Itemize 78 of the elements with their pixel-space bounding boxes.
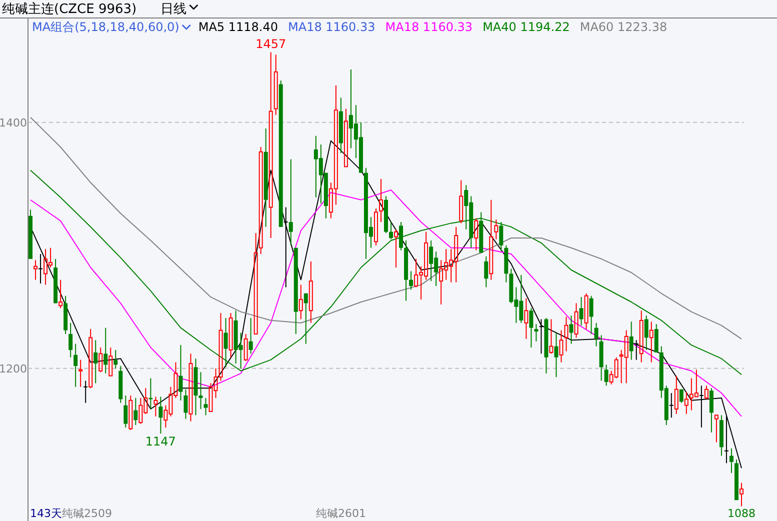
candlestick <box>389 222 394 240</box>
candlestick <box>158 396 163 434</box>
line-series <box>30 140 742 469</box>
y-tick-label: 1400 <box>0 116 27 130</box>
candlestick <box>94 340 98 384</box>
candlestick <box>604 364 608 386</box>
candlestick <box>178 344 183 401</box>
candlestick <box>698 385 704 428</box>
candlestick <box>399 222 404 251</box>
chart-subtitle: 日线 <box>160 2 187 17</box>
annotation: 1147 <box>145 434 176 449</box>
candlestick <box>154 396 158 417</box>
candlestick <box>78 359 83 388</box>
candlestick <box>304 292 308 344</box>
candlestick <box>709 388 714 433</box>
annotation: 143天 <box>30 507 62 520</box>
candlestick <box>378 178 383 223</box>
candlestick <box>104 327 108 374</box>
annotation: 纯碱2601 <box>316 507 366 520</box>
candlestick <box>34 260 38 280</box>
line-series <box>30 170 742 376</box>
candlestick <box>114 349 118 369</box>
candlestick <box>409 270 414 290</box>
candlestick <box>204 397 208 416</box>
candlestick <box>68 322 73 358</box>
candlestick <box>489 199 494 280</box>
line-series <box>30 190 742 417</box>
candlestick <box>484 256 488 288</box>
candlestick <box>188 353 193 422</box>
candlestick <box>288 158 293 246</box>
candlestick <box>554 332 558 378</box>
candlestick <box>268 52 273 239</box>
candlestick <box>634 340 639 360</box>
annotation: 1088 <box>727 507 756 520</box>
candlestick <box>654 324 658 353</box>
candlestick <box>629 321 634 360</box>
candlestick <box>283 206 288 288</box>
text: MA60 1223.38 <box>580 20 668 34</box>
candlestick <box>499 222 504 251</box>
candlestick <box>594 322 598 347</box>
candlestick <box>198 372 203 410</box>
candlestick <box>579 296 584 326</box>
candlestick <box>538 318 544 354</box>
candlestick <box>134 397 138 426</box>
candlestick <box>298 284 303 320</box>
candlestick <box>83 380 88 404</box>
candlestick <box>534 324 538 342</box>
candlestick <box>74 343 78 388</box>
candlestick <box>729 448 734 474</box>
annotation: 纯碱2509 <box>62 507 112 520</box>
candlestick <box>124 395 128 428</box>
candlestick <box>38 254 44 284</box>
candlestick <box>724 416 729 464</box>
candlestick <box>559 330 564 363</box>
y-tick-label: 1200 <box>0 362 27 376</box>
candlestick <box>569 315 574 344</box>
candlestick <box>679 388 684 404</box>
candlestick <box>524 298 528 340</box>
text: MA40 1194.22 <box>482 20 570 34</box>
legend-title: MA组合(5,18,18,40,60,0) <box>32 20 180 34</box>
candlestick <box>674 375 678 414</box>
candlestick <box>639 310 644 363</box>
candlestick <box>589 295 594 334</box>
candlestick <box>649 321 654 363</box>
legend-label: MA18 1160.33 <box>288 20 376 34</box>
text: MA5 1118.40 <box>198 20 278 34</box>
annotation: 1457 <box>256 37 286 52</box>
chart-title: 纯碱主连(CZCE 9963) <box>2 1 137 17</box>
candlestick <box>184 388 188 420</box>
candlestick <box>529 308 534 348</box>
text: MA18 1160.33 <box>385 20 473 34</box>
candlestick <box>308 260 313 324</box>
candlestick <box>668 392 674 418</box>
candlestick <box>644 315 648 350</box>
candlestick <box>564 316 568 352</box>
candlestick <box>248 317 253 354</box>
candlestick <box>224 317 228 368</box>
candlestick <box>228 312 233 358</box>
